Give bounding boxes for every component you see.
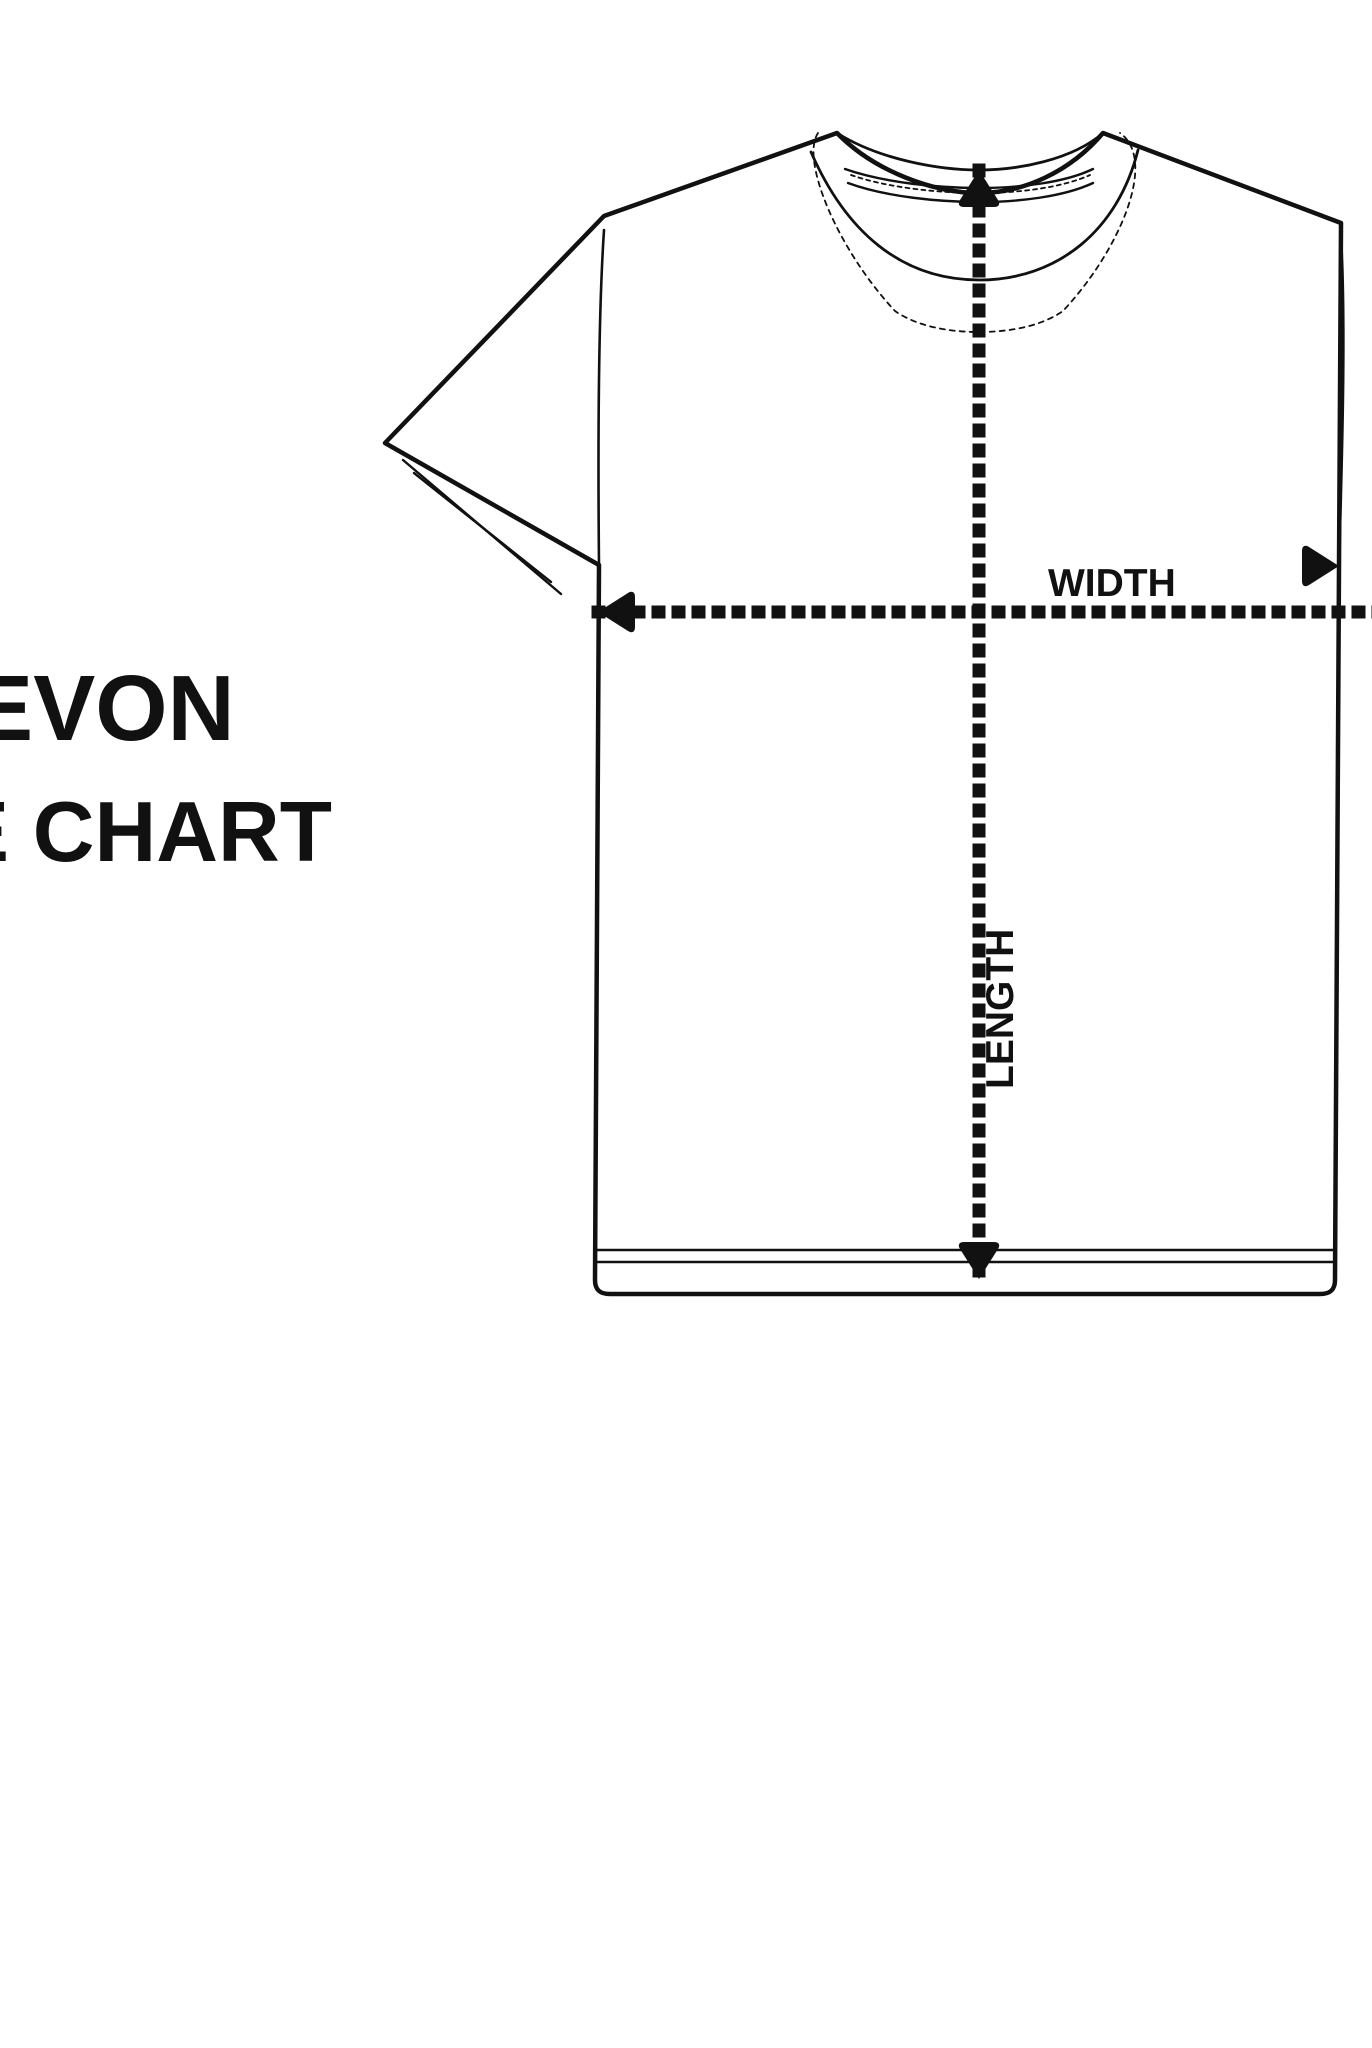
svg-text:LENGTH: LENGTH bbox=[979, 929, 1022, 1089]
svg-text:WIDTH: WIDTH bbox=[1048, 562, 1176, 605]
